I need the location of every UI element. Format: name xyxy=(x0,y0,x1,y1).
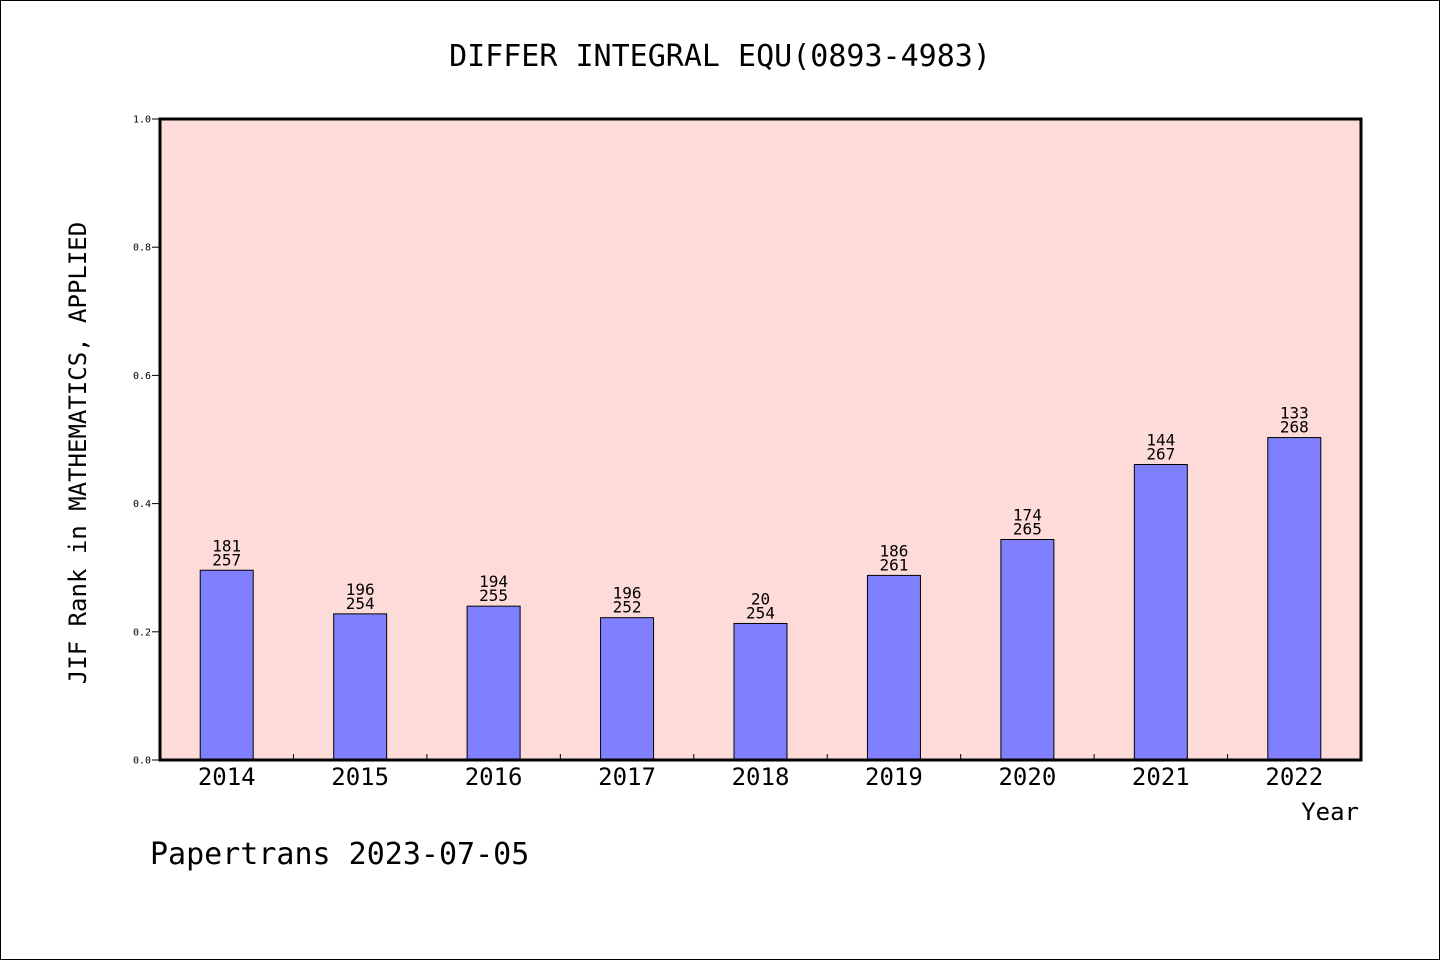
bar-rank-label: 174 xyxy=(1013,505,1042,524)
y-axis: 0.0 0.2 0.4 0.6 0.8 1.0 xyxy=(133,115,160,767)
bar-2020 xyxy=(1000,538,1055,761)
bar-total-label: 254 xyxy=(346,594,375,613)
x-axis-label: Year xyxy=(1301,798,1359,826)
bar-rank-label: 186 xyxy=(879,541,908,560)
bar-total-label: 254 xyxy=(746,603,775,622)
y-tick-label: 0.8 xyxy=(133,243,151,254)
y-tick-label: 0.2 xyxy=(133,627,151,638)
chart-title: DIFFER INTEGRAL EQU(0893-4983) xyxy=(449,39,991,74)
bar-2014 xyxy=(199,569,254,761)
y-tick-label: 0.4 xyxy=(133,499,151,510)
bar-total-label: 265 xyxy=(1013,519,1042,538)
x-tick-label: 2014 xyxy=(198,763,256,791)
bar-rank-label: 20 xyxy=(751,589,770,608)
bar-2022 xyxy=(1267,437,1322,761)
bar-2017 xyxy=(600,617,655,761)
y-tick-label: 0.6 xyxy=(133,371,151,382)
x-tick-label: 2022 xyxy=(1265,763,1323,791)
bar-rank-label: 196 xyxy=(346,580,375,599)
y-tick-label: 1.0 xyxy=(133,115,151,126)
y-axis-label: JIF Rank in MATHEMATICS, APPLIED xyxy=(64,222,92,684)
bar-total-label: 252 xyxy=(613,598,642,617)
x-tick-label: 2015 xyxy=(331,763,389,791)
x-tick-label: 2020 xyxy=(998,763,1056,791)
bar-total-label: 268 xyxy=(1280,418,1309,437)
x-axis: 2014 2015 2016 2017 2018 2019 2020 2021 2022 xyxy=(198,754,1323,791)
bar-series xyxy=(199,437,1322,761)
footer-credit: Papertrans 2023-07-05 xyxy=(150,837,529,872)
bar-2015 xyxy=(333,613,388,761)
bar-rank-label: 144 xyxy=(1146,430,1175,449)
bar-rank-label: 133 xyxy=(1280,404,1309,423)
bar-total-label: 267 xyxy=(1146,444,1175,463)
bar-2018 xyxy=(733,622,788,761)
bar-total-label: 255 xyxy=(479,586,508,605)
plot-border xyxy=(158,117,1363,762)
bar-rank-label: 196 xyxy=(613,584,642,603)
bar-2021 xyxy=(1133,463,1188,761)
bar-rank-label: 194 xyxy=(479,572,508,591)
bar-2019 xyxy=(866,574,921,761)
x-tick-label: 2017 xyxy=(598,763,656,791)
x-tick-label: 2019 xyxy=(865,763,923,791)
y-tick-label: 0.0 xyxy=(133,756,151,767)
bar-total-label: 261 xyxy=(879,555,908,574)
x-tick-label: 2016 xyxy=(465,763,523,791)
bar-total-label: 257 xyxy=(212,550,241,569)
bar-2016 xyxy=(466,605,521,761)
x-tick-label: 2018 xyxy=(732,763,790,791)
bar-rank-label: 181 xyxy=(212,536,241,555)
x-tick-label: 2021 xyxy=(1132,763,1190,791)
